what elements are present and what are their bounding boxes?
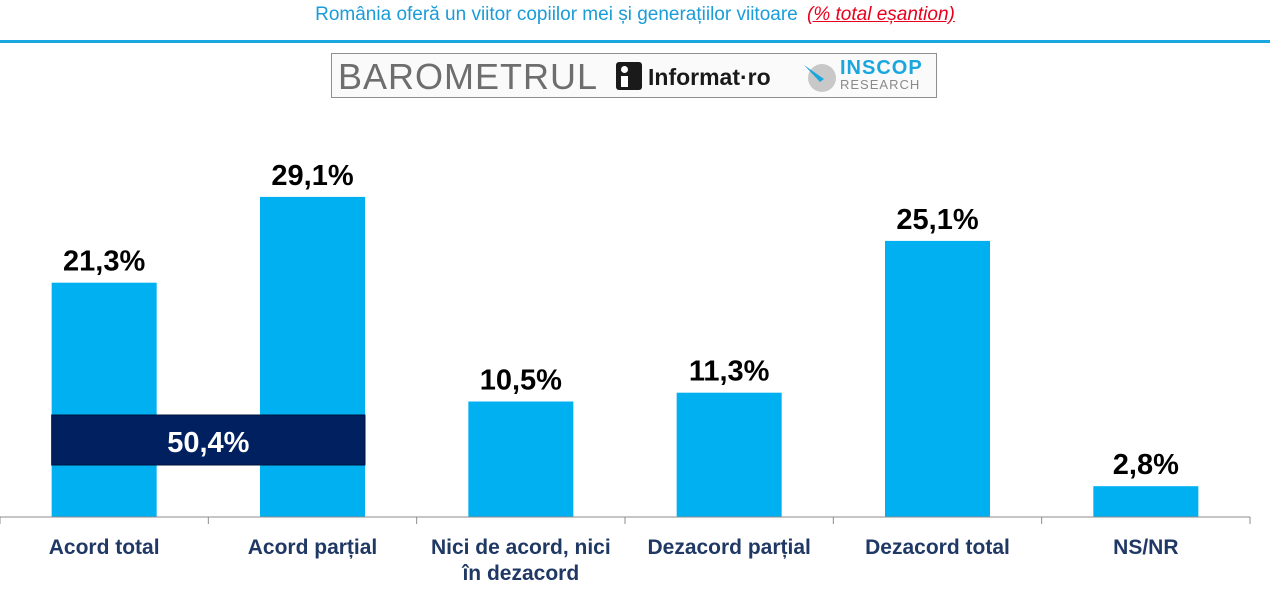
- value-label-acord-partial: 29,1%: [271, 160, 353, 192]
- inscop-logo-icon: [804, 64, 836, 92]
- value-label-dezacord-partial: 11,3%: [689, 356, 770, 388]
- category-label-nici-de-acord-nici-in-dezacord: Nici de acord, nici în dezacord: [431, 536, 611, 585]
- bar-acord-total: [51, 282, 157, 517]
- value-label-acord-total: 21,3%: [63, 246, 145, 278]
- chart-title: România oferă un viitor copiilor mei și …: [0, 4, 1270, 26]
- agreement-total-box: [51, 414, 366, 466]
- agreement-total-label: 50,4%: [167, 427, 249, 459]
- category-label-dezacord-partial: Dezacord parțial: [647, 536, 810, 559]
- bar-dezacord-total: [885, 240, 990, 517]
- value-label-nici-de-acord-nici-in-dezacord: 10,5%: [480, 365, 562, 397]
- header-divider: [0, 40, 1270, 43]
- bar-acord-partial: [260, 196, 365, 517]
- category-label-dezacord-total: Dezacord total: [865, 536, 1010, 559]
- bar-ns-nr: [1093, 486, 1199, 517]
- barometrul-logo: BAROMETRUL: [338, 56, 599, 97]
- informat-logo-icon: [616, 62, 642, 90]
- research-logo: RESEARCH: [840, 77, 921, 92]
- inscop-logo: INSCOP: [840, 57, 923, 79]
- sample-note: (% total eșantion): [807, 4, 955, 25]
- category-label-acord-total: Acord total: [49, 536, 160, 559]
- category-label-ns-nr: NS/NR: [1113, 536, 1178, 559]
- value-label-ns-nr: 2,8%: [1113, 449, 1179, 481]
- bar-dezacord-partial: [676, 392, 782, 517]
- bar-nici-de-acord-nici-in-dezacord: [468, 401, 574, 517]
- informat-logo: Informat·ro: [648, 64, 771, 90]
- category-label-acord-partial: Acord parțial: [248, 536, 378, 559]
- value-label-dezacord-total: 25,1%: [896, 204, 978, 236]
- chart-title-text: România oferă un viitor copiilor mei și …: [315, 4, 798, 25]
- logo-banner: BAROMETRUL Informat·ro INSCOP RESEARCH: [331, 53, 937, 98]
